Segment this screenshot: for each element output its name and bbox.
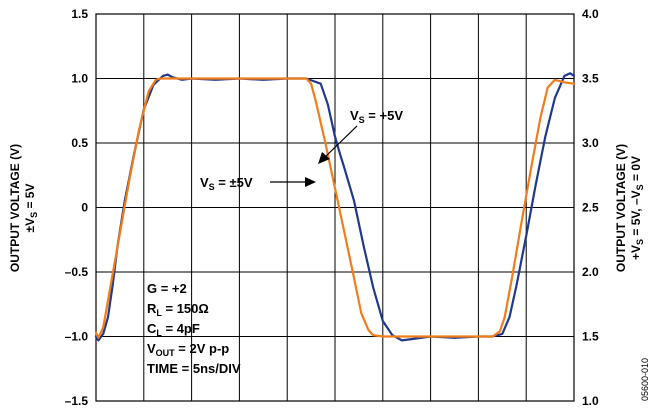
right-tick-label: 2.5 — [582, 201, 599, 215]
left-tick-label: 1.5 — [71, 7, 88, 21]
right-tick-label: 1.5 — [582, 330, 599, 344]
left-tick-label: –1.5 — [65, 394, 89, 408]
left-axis-title-line1: OUTPUT VOLTAGE (V) — [8, 144, 22, 272]
left-axis-title-line2: ±VS = 5V — [23, 184, 39, 233]
condition-rl: RL = 150Ω — [147, 301, 209, 318]
condition-gain: G = +2 — [147, 281, 187, 296]
left-axis-title: OUTPUT VOLTAGE (V) ±VS = 5V — [8, 144, 39, 272]
condition-time: TIME = 5ns/DIV — [147, 361, 241, 376]
series-group — [94, 72, 576, 342]
right-tick-label: 4.0 — [582, 7, 599, 21]
left-tick-label: –0.5 — [65, 265, 89, 279]
series-line-vs-bipolar-5v — [94, 77, 576, 339]
annotation-vs-bi-arrowhead — [305, 177, 316, 187]
left-tick-labels: 1.5 1.0 0.5 0 –0.5 –1.0 –1.5 — [65, 7, 89, 408]
condition-vout: VOUT = 2V p-p — [147, 341, 229, 358]
right-tick-label: 2.0 — [582, 265, 599, 279]
condition-cl: CL = 4pF — [147, 321, 200, 338]
annotation-vs-pos-arrowhead — [318, 152, 330, 164]
left-tick-label: 0.5 — [71, 136, 88, 150]
right-axis-title-line2: +VS = 5V, –VS = 0V — [629, 156, 645, 260]
right-tick-label: 1.0 — [582, 394, 599, 408]
right-tick-labels: 4.0 3.5 3.0 2.5 2.0 1.5 1.0 — [582, 7, 599, 408]
right-axis-title-line1: OUTPUT VOLTAGE (V) — [614, 144, 628, 272]
left-tick-label: 0 — [81, 201, 88, 215]
annotation-vs-pos: VS = +5V — [350, 108, 403, 125]
left-tick-label: 1.0 — [71, 72, 88, 86]
right-axis-title: OUTPUT VOLTAGE (V) +VS = 5V, –VS = 0V — [614, 144, 645, 272]
left-tick-label: –1.0 — [65, 330, 89, 344]
annotation-vs-pos-arrow — [323, 125, 358, 159]
figure-id: 05600-010 — [640, 358, 650, 401]
right-tick-label: 3.5 — [582, 72, 599, 86]
test-conditions: G = +2 RL = 150Ω CL = 4pF VOUT = 2V p-p … — [147, 281, 241, 376]
right-tick-label: 3.0 — [582, 136, 599, 150]
annotation-vs-bi: VS = ±5V — [200, 175, 253, 192]
